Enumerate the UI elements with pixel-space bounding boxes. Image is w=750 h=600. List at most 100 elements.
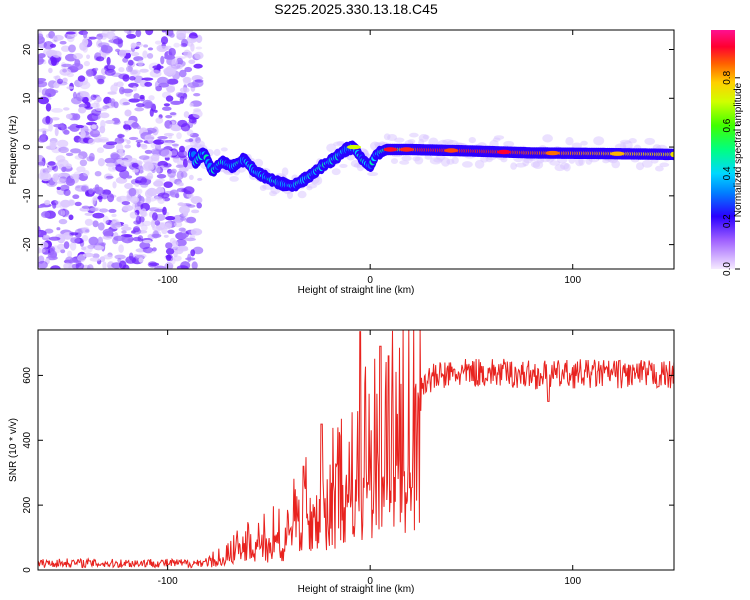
noise-blob	[71, 63, 84, 71]
halo-blob	[286, 190, 294, 200]
noise-blob	[77, 75, 86, 82]
noise-blob	[156, 174, 167, 179]
noise-blob	[53, 81, 60, 89]
noise-blob	[96, 147, 105, 154]
noise-blob	[77, 254, 86, 263]
noise-blob	[121, 230, 127, 234]
noise-blob	[169, 32, 175, 38]
noise-blob	[129, 69, 141, 76]
noise-blob	[88, 236, 99, 246]
noise-blob	[89, 207, 102, 212]
noise-blob	[160, 55, 165, 65]
noise-blob	[38, 85, 42, 93]
noise-blob	[190, 249, 196, 257]
halo-blob	[399, 160, 410, 165]
noise-blob	[65, 113, 73, 119]
halo-blob	[213, 148, 221, 157]
noise-blob	[142, 239, 152, 244]
halo-blob	[394, 137, 405, 143]
noise-blob	[38, 255, 45, 264]
noise-blob	[45, 115, 51, 124]
ridge-core	[670, 151, 674, 158]
noise-blob	[50, 142, 56, 151]
colorbar-ticks: 0.0 0.2 0.4 0.6 0.8	[722, 70, 740, 276]
noise-blob	[193, 63, 203, 69]
noise-blob	[136, 141, 141, 148]
noise-blob	[133, 93, 140, 100]
noise-blob	[124, 183, 133, 189]
noise-blob	[74, 201, 82, 207]
noise-blob	[154, 208, 165, 213]
noise-blob	[48, 122, 53, 132]
halo-blob	[659, 162, 670, 168]
halo-blob	[367, 171, 379, 177]
noise-blob	[56, 186, 61, 190]
noise-blob	[117, 134, 125, 138]
noise-blob	[147, 47, 154, 51]
noise-blob	[149, 69, 162, 78]
halo-blob	[468, 136, 476, 144]
noise-blob	[183, 111, 190, 118]
noise-blob	[116, 81, 124, 88]
noise-blob	[110, 84, 118, 93]
noise-blob	[128, 187, 137, 197]
noise-blob	[196, 202, 202, 209]
noise-blob	[180, 171, 188, 178]
noise-blob	[134, 183, 140, 187]
noise-blob	[194, 51, 204, 60]
snr-y-label: SNR (10 * v/v)	[8, 418, 19, 482]
halo-blob	[281, 167, 289, 176]
noise-blob	[127, 59, 134, 66]
noise-blob	[112, 38, 124, 45]
noise-blob	[38, 260, 48, 269]
noise-blob	[74, 155, 84, 160]
noise-blob	[162, 206, 167, 216]
noise-blob	[172, 148, 178, 155]
noise-blob	[180, 217, 187, 221]
halo-blob	[401, 155, 412, 162]
noise-blob	[105, 120, 115, 124]
noise-blob	[142, 99, 153, 109]
snr-panel: -100 0 100 0 200 400 600 Height of straight li…	[8, 329, 675, 595]
noise-blob	[87, 244, 95, 250]
halo-blob	[474, 159, 485, 169]
noise-blob	[132, 168, 139, 173]
noise-blob	[60, 122, 65, 131]
noise-blob	[116, 195, 129, 203]
noise-blob	[154, 220, 161, 226]
noise-blob	[137, 59, 144, 67]
halo-blob	[503, 140, 515, 148]
noise-blob	[163, 163, 172, 168]
noise-blob	[153, 207, 165, 213]
noise-blob	[82, 235, 89, 242]
noise-blob	[63, 241, 70, 250]
noise-blob	[118, 49, 127, 58]
noise-blob	[156, 63, 162, 71]
noise-blob	[105, 141, 118, 146]
noise-blob	[155, 85, 162, 92]
noise-blob	[88, 138, 96, 145]
noise-blob	[74, 185, 87, 192]
noise-blob	[145, 30, 154, 36]
noise-blob	[175, 63, 183, 70]
noise-blob	[150, 220, 156, 228]
noise-blob	[167, 229, 175, 234]
noise-blob	[129, 196, 140, 204]
noise-blob	[163, 103, 170, 107]
noise-blob	[159, 222, 168, 230]
noise-blob	[186, 129, 194, 136]
colorbar-tick-label: 0.4	[722, 166, 733, 180]
noise-blob	[140, 208, 147, 217]
noise-blob	[189, 174, 194, 180]
noise-blob	[119, 159, 132, 167]
noise-blob	[119, 260, 127, 269]
noise-blob	[41, 128, 47, 132]
y-tick-label: 600	[22, 367, 33, 384]
noise-blob	[174, 193, 180, 199]
noise-blob	[130, 42, 137, 49]
noise-blob	[188, 34, 199, 39]
noise-blob	[71, 96, 82, 105]
noise-blob	[81, 226, 90, 234]
